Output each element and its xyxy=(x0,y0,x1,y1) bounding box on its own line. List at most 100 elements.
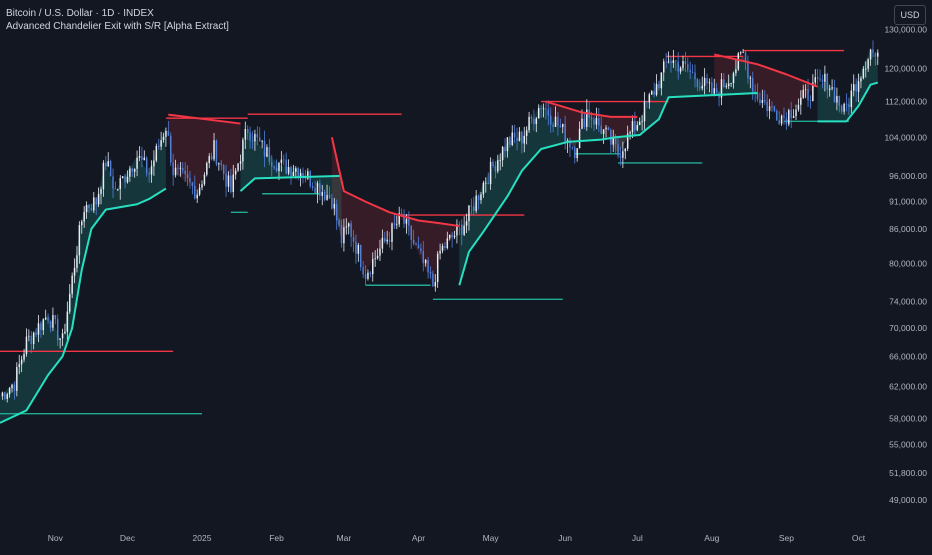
y-tick-label: 49,000.00 xyxy=(889,495,927,505)
candle-body xyxy=(85,204,88,213)
candle-body xyxy=(196,194,198,199)
candle-body xyxy=(388,239,391,242)
candle xyxy=(162,132,165,143)
candle xyxy=(766,94,768,118)
candle-body xyxy=(691,72,694,73)
candle-body xyxy=(631,121,634,133)
y-tick-label: 86,000.00 xyxy=(889,224,927,234)
candle xyxy=(828,84,831,97)
candle-body xyxy=(602,129,605,134)
candle-body xyxy=(549,115,552,125)
candle xyxy=(121,176,124,179)
candle xyxy=(646,100,648,108)
candle xyxy=(723,73,725,88)
bear-trailing-stop-fill xyxy=(545,101,638,154)
candle-body xyxy=(102,162,105,190)
candle-body xyxy=(480,194,482,201)
candle xyxy=(475,190,477,214)
candle xyxy=(602,129,605,144)
candle xyxy=(703,68,706,95)
y-tick-label: 130,000.00 xyxy=(884,25,927,35)
candle xyxy=(742,48,744,54)
candle xyxy=(600,116,602,135)
candle xyxy=(499,153,501,171)
candle-body xyxy=(578,128,581,149)
candle xyxy=(155,143,158,163)
candle-body xyxy=(71,275,73,294)
candle-body xyxy=(877,52,879,57)
candle xyxy=(28,329,30,342)
candle-body xyxy=(338,220,340,225)
candle-body xyxy=(780,115,783,124)
candle-body xyxy=(396,224,398,226)
candle xyxy=(287,159,290,176)
candle-body xyxy=(518,131,521,141)
candle xyxy=(494,161,497,179)
candle-body xyxy=(112,176,114,189)
candle xyxy=(749,75,752,89)
candle xyxy=(643,92,646,130)
candle-body xyxy=(564,123,566,143)
candle-body xyxy=(679,67,682,72)
candle xyxy=(30,330,33,354)
candle-body xyxy=(509,137,511,145)
candle-body xyxy=(100,189,102,195)
candle-body xyxy=(494,166,497,172)
candle xyxy=(552,122,554,133)
candle-body xyxy=(552,124,554,127)
candle xyxy=(129,165,131,182)
candle xyxy=(345,218,348,235)
candle-body xyxy=(593,119,595,125)
candle xyxy=(487,172,489,185)
currency-button[interactable]: USD xyxy=(894,5,926,25)
candle xyxy=(583,111,586,130)
symbol-title[interactable]: Bitcoin / U.S. Dollar · 1D · INDEX xyxy=(6,8,154,19)
candle-body xyxy=(790,110,792,119)
candle-body xyxy=(37,323,40,335)
candle xyxy=(189,170,191,189)
candle-body xyxy=(561,123,564,128)
candle xyxy=(220,159,222,171)
candle xyxy=(311,181,314,191)
candle xyxy=(242,137,244,170)
y-tick-label: 55,000.00 xyxy=(889,439,927,449)
candle xyxy=(862,66,865,80)
candle-body xyxy=(867,59,869,69)
candle-body xyxy=(25,336,28,355)
candle xyxy=(756,83,759,102)
candle-body xyxy=(292,171,295,177)
candle xyxy=(624,147,627,160)
candle xyxy=(396,215,398,230)
candle-body xyxy=(821,79,824,82)
candle xyxy=(117,188,119,192)
candle xyxy=(451,231,453,248)
candle-body xyxy=(444,245,446,249)
candle-body xyxy=(773,106,776,112)
candle xyxy=(840,104,843,114)
candle xyxy=(133,168,136,178)
candle-body xyxy=(244,129,247,140)
candle-body xyxy=(403,214,405,224)
candle xyxy=(331,193,333,210)
candle xyxy=(783,107,785,125)
candle-body xyxy=(833,87,836,103)
candle-body xyxy=(133,168,136,172)
candle-body xyxy=(865,68,867,70)
candle xyxy=(677,51,679,80)
candle xyxy=(59,338,61,349)
candle-body xyxy=(785,117,788,125)
candle xyxy=(715,83,718,94)
candle xyxy=(338,218,340,227)
candle xyxy=(492,159,494,168)
candle xyxy=(309,170,311,189)
candle xyxy=(364,265,367,285)
candle-body xyxy=(583,118,586,127)
indicator-title[interactable]: Advanced Chandelier Exit with S/R [Alpha… xyxy=(6,21,229,32)
candle xyxy=(49,320,52,333)
candle-body xyxy=(222,164,225,174)
candle-body xyxy=(179,167,182,169)
candle-body xyxy=(756,93,759,100)
candle-body xyxy=(636,125,639,131)
